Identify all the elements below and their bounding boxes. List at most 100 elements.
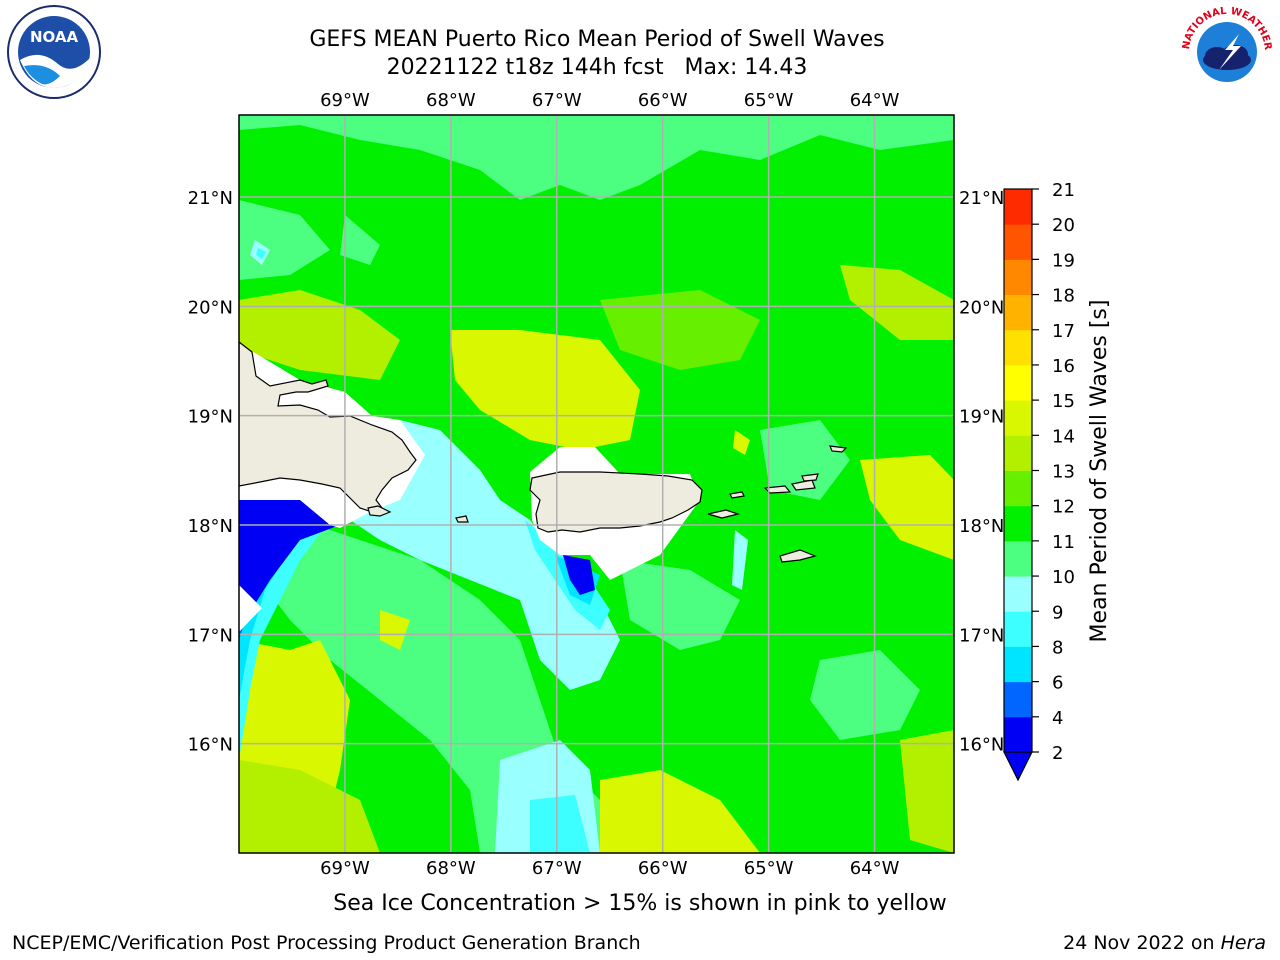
- chart-title: GEFS MEAN Puerto Rico Mean Period of Swe…: [309, 27, 885, 52]
- colorbar: 2 4 6 8 9 10 11 12 13 14 15 16 17 18 19 20 21: [1003, 180, 1075, 782]
- colorbar-tick-label: 17: [1052, 321, 1075, 342]
- lon-tick-label-bottom: 65°W: [744, 858, 794, 879]
- colorbar-segment: [1004, 576, 1032, 612]
- lat-tick-label-left: 16°N: [188, 735, 233, 756]
- land-culebra: [729, 491, 745, 499]
- map-tick-labels: 69°W 69°W 68°W 68°W 67°W 67°W 66°W 66°W 65°W 65°W…: [188, 90, 1005, 879]
- lat-tick-label-right: 18°N: [959, 516, 1004, 537]
- colorbar-segment: [1004, 364, 1032, 401]
- field-band-12-13: [840, 265, 954, 340]
- colorbar-tick-label: 8: [1052, 637, 1063, 658]
- lat-tick-label-left: 20°N: [188, 297, 233, 318]
- lat-tick-label-left: 17°N: [188, 625, 233, 646]
- colorbar-segment: [1004, 400, 1032, 436]
- branch-credit: NCEP/EMC/Verification Post Processing Pr…: [12, 932, 641, 954]
- field-band-13-14: [450, 330, 640, 450]
- colorbar-segment: [1004, 681, 1032, 718]
- colorbar-segment: [1004, 540, 1032, 577]
- land-puerto-rico: [529, 471, 703, 533]
- field-band-13-14: [380, 610, 410, 650]
- run-date: 24 Nov 2022 on Hera: [1063, 932, 1266, 954]
- colorbar-tick-label: 15: [1052, 391, 1075, 412]
- land-st-croix: [779, 549, 817, 563]
- no-data-mask: [239, 585, 262, 632]
- field-band-6-8: [530, 795, 590, 853]
- colorbar-tick-label: 13: [1052, 462, 1075, 483]
- colorbar-tick-label: 11: [1052, 532, 1075, 553]
- lon-tick-label-top: 65°W: [744, 90, 794, 111]
- field-band-9-10: [810, 650, 920, 740]
- colorbar-tick-label: 14: [1052, 426, 1075, 447]
- colorbar-tick-label: 19: [1052, 250, 1075, 271]
- land-vieques: [707, 509, 741, 519]
- colorbar-segment: [1004, 716, 1032, 753]
- noaa-logo-text: NOAA: [30, 28, 79, 46]
- colorbar-tick-label: 9: [1052, 602, 1063, 623]
- run-host: Hera: [1220, 932, 1266, 954]
- lon-tick-label-top: 68°W: [426, 90, 476, 111]
- lon-tick-label-top: 66°W: [638, 90, 688, 111]
- colorbar-segment: [1004, 646, 1032, 683]
- field-band-13-14: [733, 430, 750, 455]
- lat-tick-label-left: 18°N: [188, 516, 233, 537]
- colorbar-tick-label: 18: [1052, 286, 1075, 307]
- field-band-under-2: [563, 555, 595, 595]
- colorbar-segment: [1004, 329, 1032, 366]
- lat-tick-label-right: 19°N: [959, 407, 1004, 428]
- lat-tick-label-left: 19°N: [188, 407, 233, 428]
- map-gridlines: [239, 115, 954, 853]
- land-anegada: [829, 445, 848, 453]
- field-band-8-9: [732, 530, 748, 590]
- field-band-6-8: [256, 248, 266, 259]
- lon-tick-label-top: 64°W: [850, 90, 900, 111]
- field-band-9-10: [239, 115, 954, 200]
- colorbar-label: Mean Period of Swell Waves [s]: [1087, 300, 1112, 643]
- field-band-under-2: [239, 500, 340, 630]
- land-saona-island: [367, 505, 392, 517]
- lat-tick-label-right: 16°N: [959, 735, 1004, 756]
- field-band-12-13: [900, 730, 954, 853]
- lat-tick-label-right: 20°N: [959, 297, 1004, 318]
- colorbar-tick-label: 12: [1052, 497, 1075, 518]
- colorbar-segment: [1004, 259, 1032, 296]
- field-band-13-14: [600, 770, 760, 853]
- colorbar-tick-label: 2: [1052, 743, 1063, 764]
- field-band-13-14: [860, 455, 954, 560]
- nws-logo-icon: NATIONAL WEATHER SERVICE: [1179, 4, 1273, 98]
- colorbar-segment: [1004, 505, 1032, 542]
- colorbar-segment: [1004, 470, 1032, 507]
- colorbar-underflow-arrow: [1003, 751, 1033, 782]
- colorbar-tick-label: 10: [1052, 567, 1075, 588]
- run-date-text: 24 Nov 2022 on: [1063, 932, 1221, 954]
- colorbar-tick-label: 6: [1052, 673, 1063, 694]
- lat-tick-label-right: 17°N: [959, 625, 1004, 646]
- lon-tick-label-bottom: 67°W: [532, 858, 582, 879]
- colorbar-tick-label: 21: [1052, 180, 1075, 201]
- lon-tick-label-bottom: 64°W: [850, 858, 900, 879]
- lon-tick-label-bottom: 66°W: [638, 858, 688, 879]
- land-virgin-gorda: [801, 473, 819, 482]
- lat-tick-label-left: 21°N: [188, 188, 233, 209]
- colorbar-segment: [1004, 435, 1032, 471]
- lat-tick-label-right: 21°N: [959, 188, 1004, 209]
- field-band-8-9: [350, 420, 620, 690]
- colorbar-tick-label: 16: [1052, 356, 1075, 377]
- chart-subtitle: 20221122 t18z 144h fcst Max: 14.43: [386, 55, 808, 80]
- colorbar-segment: [1004, 224, 1032, 260]
- land-hispaniola: [239, 341, 417, 513]
- lon-tick-label-bottom: 69°W: [320, 858, 370, 879]
- field-band-9-10: [620, 560, 740, 650]
- colorbar-tick-label: 20: [1052, 215, 1075, 236]
- sea-ice-note: Sea Ice Concentration > 15% is shown in …: [333, 891, 947, 916]
- lon-tick-label-top: 69°W: [320, 90, 370, 111]
- colorbar-segment: [1004, 611, 1032, 647]
- lon-tick-label-top: 67°W: [532, 90, 582, 111]
- noaa-logo-icon: NOAA: [7, 5, 101, 99]
- map-frame: [238, 114, 955, 854]
- colorbar-segment: [1004, 294, 1032, 331]
- field-band-11-12: [600, 290, 760, 370]
- land-mona-island: [455, 515, 469, 523]
- colorbar-segment: [1004, 189, 1032, 225]
